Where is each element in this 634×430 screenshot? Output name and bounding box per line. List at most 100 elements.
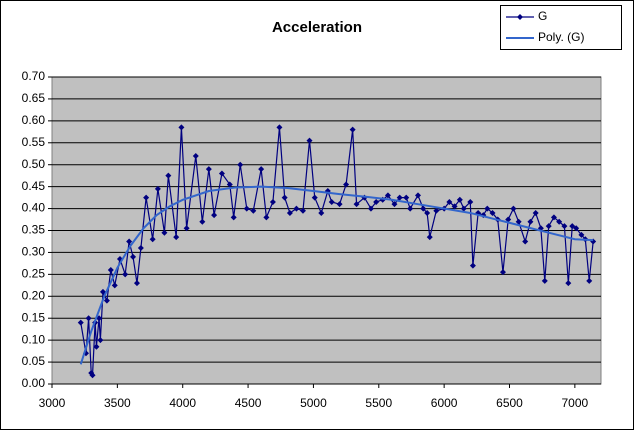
data-point [467, 198, 474, 205]
data-point [103, 297, 110, 304]
legend-label: G [538, 9, 547, 23]
y-tick-label: 0.00 [22, 376, 46, 390]
data-point [515, 218, 522, 225]
data-point [426, 234, 433, 241]
data-point [154, 185, 161, 192]
data-point [328, 198, 335, 205]
data-point [469, 262, 476, 269]
y-tick-label: 0.20 [22, 288, 46, 302]
x-tick-label: 6000 [431, 396, 458, 410]
data-point [276, 124, 283, 131]
chart-title: Acceleration [272, 19, 362, 36]
y-tick-label: 0.10 [22, 332, 46, 346]
data-point [318, 209, 325, 216]
data-point [446, 198, 453, 205]
data-point [126, 238, 133, 245]
data-point [349, 126, 356, 133]
data-point [586, 277, 593, 284]
data-point [489, 209, 496, 216]
data-point [353, 201, 360, 208]
y-tick-label: 0.60 [22, 113, 46, 127]
data-point [205, 166, 212, 173]
data-point [384, 192, 391, 199]
data-point [107, 266, 114, 273]
data-point [218, 170, 225, 177]
data-point [93, 343, 100, 350]
data-point [499, 269, 506, 276]
data-point [243, 205, 250, 212]
data-point [565, 280, 572, 287]
data-point [391, 201, 398, 208]
data-point [263, 214, 270, 221]
data-point [373, 198, 380, 205]
data-point [343, 181, 350, 188]
data-point [250, 207, 257, 214]
data-point [306, 137, 313, 144]
data-point [569, 223, 576, 230]
data-point [527, 218, 534, 225]
data-point [85, 315, 92, 322]
data-point [269, 198, 276, 205]
data-point [510, 205, 517, 212]
y-tick-label: 0.35 [22, 223, 46, 237]
data-point [122, 271, 129, 278]
data-point [573, 225, 580, 232]
data-point [237, 161, 244, 168]
data-point [137, 245, 144, 252]
legend-box [500, 5, 622, 50]
data-point [522, 238, 529, 245]
y-tick-label: 0.25 [22, 267, 46, 281]
data-point [545, 223, 552, 230]
y-tick-label: 0.30 [22, 245, 46, 259]
series-line [80, 127, 594, 378]
data-point [99, 288, 106, 295]
x-tick-label: 4000 [169, 396, 196, 410]
data-point [556, 218, 563, 225]
y-tick-label: 0.50 [22, 157, 46, 171]
x-tick-label: 3000 [39, 396, 66, 410]
x-tick-label: 3500 [104, 396, 131, 410]
data-point [336, 201, 343, 208]
data-point [89, 372, 96, 379]
data-point [415, 192, 421, 199]
x-tick-label: 5500 [365, 396, 392, 410]
data-point [293, 205, 300, 212]
series-line [79, 185, 594, 365]
data-point [77, 319, 84, 326]
data-point [97, 337, 104, 344]
legend-marker [517, 14, 523, 20]
legend-label: Poly. (G) [538, 30, 584, 44]
data-point [226, 181, 233, 188]
y-tick-label: 0.55 [22, 135, 46, 149]
data-point [143, 194, 150, 201]
y-tick-label: 0.05 [22, 354, 46, 368]
y-tick-label: 0.15 [22, 310, 46, 324]
data-point [178, 124, 185, 131]
data-point [281, 194, 288, 201]
x-tick-label: 6500 [496, 396, 523, 410]
data-point [161, 229, 168, 236]
data-point [133, 280, 140, 287]
data-point [505, 216, 512, 223]
y-tick-label: 0.70 [22, 69, 46, 83]
data-point [484, 205, 491, 212]
data-point [173, 234, 180, 241]
x-tick-label: 4500 [235, 396, 262, 410]
data-point [550, 214, 557, 221]
data-point [199, 218, 206, 225]
data-point [396, 194, 403, 201]
y-tick-label: 0.65 [22, 91, 46, 105]
data-point [456, 196, 463, 203]
data-point [407, 205, 414, 212]
data-point [451, 203, 458, 210]
data-point [403, 194, 410, 201]
data-point [532, 209, 539, 216]
x-tick-label: 7000 [562, 396, 589, 410]
data-point [424, 209, 431, 216]
data-point [258, 166, 265, 173]
data-point [299, 207, 306, 214]
data-point [230, 214, 237, 221]
data-point [130, 253, 137, 260]
data-point [211, 212, 218, 219]
